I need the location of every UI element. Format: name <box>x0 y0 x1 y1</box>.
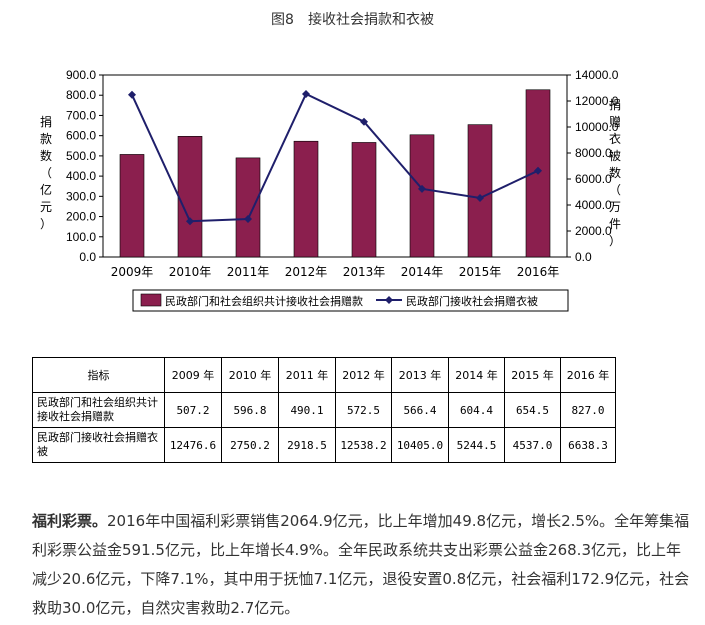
table-header-year: 2013 年 <box>391 357 449 393</box>
left-tick-label: 400.0 <box>66 169 96 183</box>
right-tick-label: 8000.0 <box>575 146 612 160</box>
table-row: 民政部门和社会组织共计接收社会捐赠款 507.2 596.8 490.1 572… <box>32 392 616 428</box>
x-tick-label: 2010年 <box>169 265 212 279</box>
line-point <box>360 117 368 126</box>
right-axis-ticks: 0.0 2000.0 4000.0 6000.0 8000.0 10000.0 12000.… <box>567 68 619 264</box>
line-point <box>186 217 194 226</box>
bar <box>235 157 261 258</box>
x-tick-label: 2012年 <box>285 265 328 279</box>
table-cell: 12538.2 <box>335 427 392 463</box>
right-tick-label: 6000.0 <box>575 172 612 186</box>
body-paragraph: 福利彩票。2016年中国福利彩票销售2064.9亿元，比上年增加49.8亿元，增… <box>32 507 694 623</box>
x-tick-label: 2009年 <box>111 265 154 279</box>
x-tick-label: 2013年 <box>343 265 386 279</box>
left-tick-label: 700.0 <box>66 108 96 122</box>
legend-line-marker <box>385 296 393 304</box>
table-cell: 827.0 <box>560 392 616 428</box>
line-point <box>244 215 252 224</box>
left-tick-label: 900.0 <box>66 68 96 82</box>
line-point <box>418 184 426 193</box>
right-tick-label: 4000.0 <box>575 198 612 212</box>
paragraph-text: 2016年中国福利彩票销售2064.9亿元，比上年增加49.8亿元，增长2.5%… <box>32 512 690 617</box>
legend-bar-label: 民政部门和社会组织共计接收社会捐赠款 <box>165 294 363 308</box>
left-axis-label: 捐款数（亿元） <box>40 115 52 231</box>
bar <box>409 134 435 258</box>
x-tick-label: 2016年 <box>517 265 560 279</box>
left-axis-ticks: 0.0 100.0 200.0 300.0 400.0 500.0 600.0 700.0 80… <box>66 68 103 264</box>
table-header-year: 2015 年 <box>504 357 561 393</box>
left-tick-label: 100.0 <box>66 230 96 244</box>
table-header-year: 2016 年 <box>560 357 616 393</box>
bar <box>467 124 493 258</box>
table-header-indicator: 指标 <box>32 357 165 393</box>
left-tick-label: 600.0 <box>66 129 96 143</box>
table-header-year: 2010 年 <box>221 357 279 393</box>
table-row: 民政部门接收社会捐赠衣被 12476.6 2750.2 2918.5 12538… <box>32 427 616 463</box>
table-cell: 596.8 <box>221 392 279 428</box>
table-cell: 566.4 <box>391 392 449 428</box>
table-header-year: 2014 年 <box>448 357 505 393</box>
bar <box>177 136 203 258</box>
line-point <box>476 194 484 203</box>
data-table: 指标 2009 年 2010 年 2011 年 2012 年 2013 年 20… <box>32 357 616 463</box>
right-tick-label: 0.0 <box>575 250 592 264</box>
bar <box>293 140 319 258</box>
table-cell: 4537.0 <box>504 427 561 463</box>
table-cell: 490.1 <box>278 392 336 428</box>
right-tick-label: 14000.0 <box>575 68 619 82</box>
right-tick-label: 12000.0 <box>575 94 619 108</box>
right-axis-label: 捐赠衣被数（万件） <box>609 98 621 248</box>
table-cell: 6638.3 <box>560 427 616 463</box>
line-point <box>302 90 310 99</box>
line-series <box>128 90 542 226</box>
x-axis-ticks: 2009年 2010年 2011年 2012年 2013年 2014年 2015年 2016年 <box>111 265 560 279</box>
line-path <box>131 92 539 223</box>
bar <box>351 142 377 258</box>
legend-box <box>132 289 569 312</box>
legend-bar-swatch <box>140 293 162 307</box>
left-tick-label: 500.0 <box>66 149 96 163</box>
plot-area <box>102 74 568 258</box>
plot-frame <box>102 74 568 258</box>
table-cell: 2750.2 <box>221 427 279 463</box>
table-cell: 2918.5 <box>278 427 336 463</box>
table-cell: 654.5 <box>504 392 561 428</box>
combo-chart: 0.0 100.0 200.0 300.0 400.0 500.0 600.0 700.0 80… <box>40 68 621 312</box>
axis-labels: 捐款数（亿元） 捐赠衣被数（万件） <box>40 98 621 248</box>
legend-line-label: 民政部门接收社会捐赠衣被 <box>406 294 538 308</box>
table-row-label: 民政部门和社会组织共计接收社会捐赠款 <box>32 392 165 428</box>
table-header-year: 2011 年 <box>278 357 336 393</box>
line-point <box>128 90 136 99</box>
bar-series <box>119 89 551 258</box>
table-cell: 5244.5 <box>448 427 505 463</box>
right-tick-label: 10000.0 <box>575 120 619 134</box>
x-tick-label: 2015年 <box>459 265 502 279</box>
legend: 民政部门和社会组织共计接收社会捐赠款 民政部门接收社会捐赠衣被 <box>132 289 569 312</box>
table-header-year: 2009 年 <box>164 357 222 393</box>
x-tick-label: 2014年 <box>401 265 444 279</box>
table-cell: 507.2 <box>164 392 222 428</box>
paragraph-lead: 福利彩票。 <box>32 512 108 530</box>
table-cell: 604.4 <box>448 392 505 428</box>
table-header-row: 指标 2009 年 2010 年 2011 年 2012 年 2013 年 20… <box>32 357 616 393</box>
right-tick-label: 2000.0 <box>575 224 612 238</box>
left-tick-label: 300.0 <box>66 189 96 203</box>
table-cell: 572.5 <box>335 392 392 428</box>
table-row-label: 民政部门接收社会捐赠衣被 <box>32 427 165 463</box>
bar <box>119 154 145 258</box>
table-cell: 10405.0 <box>391 427 449 463</box>
left-tick-label: 0.0 <box>79 250 96 264</box>
figure-title: 图8 接收社会捐款和衣被 <box>271 12 434 28</box>
table-header-year: 2012 年 <box>335 357 392 393</box>
x-tick-label: 2011年 <box>227 265 270 279</box>
table-cell: 12476.6 <box>164 427 222 463</box>
left-tick-label: 800.0 <box>66 88 96 102</box>
line-point <box>534 166 542 175</box>
left-tick-label: 200.0 <box>66 210 96 224</box>
